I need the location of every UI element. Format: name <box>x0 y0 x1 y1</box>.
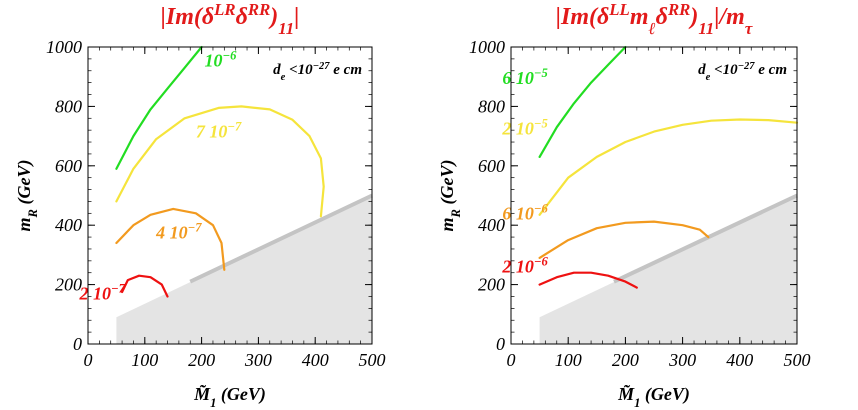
constraint-annotation: de <10−27 e cm <box>273 61 362 83</box>
y-axis-label: mR (GeV) <box>14 160 40 232</box>
contour-label-2: 6 10−6 <box>502 201 548 223</box>
contour-label-0: 10−6 <box>204 48 237 70</box>
x-tick-label: 400 <box>726 350 753 370</box>
x-axis-label: M̃1 (GeV) <box>193 384 266 410</box>
y-tick-label: 200 <box>55 275 82 295</box>
constraint-annotation: de <10−27 e cm <box>698 61 787 83</box>
contour-label-2: 4 10−7 <box>155 221 202 243</box>
x-tick-label: 200 <box>188 350 215 370</box>
contour-line-0 <box>538 45 627 158</box>
x-tick-label: 400 <box>302 350 329 370</box>
contour-label-1: 7 10−7 <box>196 120 242 142</box>
y-tick-label: 1000 <box>469 37 505 57</box>
x-tick-label: 100 <box>131 350 158 370</box>
x-axis-label: M̃1 (GeV) <box>617 384 690 410</box>
contour-line-0 <box>115 45 203 170</box>
x-tick-label: 500 <box>784 350 811 370</box>
x-tick-label: 500 <box>359 350 386 370</box>
x-tick-label: 0 <box>84 350 93 370</box>
y-tick-label: 600 <box>55 156 82 176</box>
contour-label-3: 2 10−6 <box>501 255 548 277</box>
y-tick-label: 800 <box>478 96 505 116</box>
excluded-region <box>539 195 797 344</box>
x-tick-label: 0 <box>507 350 516 370</box>
contour-label-1: 2 10−5 <box>501 117 547 139</box>
left-chart-panel: |Im(δLRδRR)11| 10−6 7 10−7 4 10−7 2 10−7 0 100… <box>14 0 386 410</box>
chart-title: |Im(δLRδRR)11| <box>161 0 300 38</box>
right-chart-panel: |Im(δLLmℓδRR)11|/mτ 6 10−5 2 10−5 6 10−6 2 1… <box>437 0 811 410</box>
excluded-region-edge <box>613 193 798 284</box>
plot-frame <box>510 46 798 345</box>
x-tick-label: 300 <box>244 350 272 370</box>
y-tick-label: 1000 <box>46 37 82 57</box>
excluded-region-edge <box>189 193 373 284</box>
x-tick-label: 200 <box>612 350 639 370</box>
plot-frame <box>87 46 373 345</box>
contour-label-0: 6 10−5 <box>502 66 547 88</box>
excluded-region <box>116 195 373 344</box>
x-tick-label: 300 <box>668 350 696 370</box>
y-tick-label: 0 <box>496 334 505 354</box>
contour-line-1 <box>538 118 799 216</box>
contour-line-1 <box>115 105 325 218</box>
y-tick-label: 400 <box>478 215 505 235</box>
y-tick-label: 400 <box>55 215 82 235</box>
y-tick-label: 200 <box>478 275 505 295</box>
y-tick-label: 0 <box>73 334 82 354</box>
y-axis-label: mR (GeV) <box>437 160 463 232</box>
x-tick-label: 100 <box>555 350 582 370</box>
y-tick-label: 800 <box>55 96 82 116</box>
contour-line-3 <box>121 274 169 298</box>
y-tick-label: 600 <box>478 156 505 176</box>
contour-label-3: 2 10−7 <box>78 281 125 303</box>
chart-title: |Im(δLLmℓδRR)11|/mτ <box>556 0 753 38</box>
contour-line-3 <box>538 271 638 289</box>
contour-line-2 <box>115 207 226 271</box>
contour-line-2 <box>538 220 710 259</box>
